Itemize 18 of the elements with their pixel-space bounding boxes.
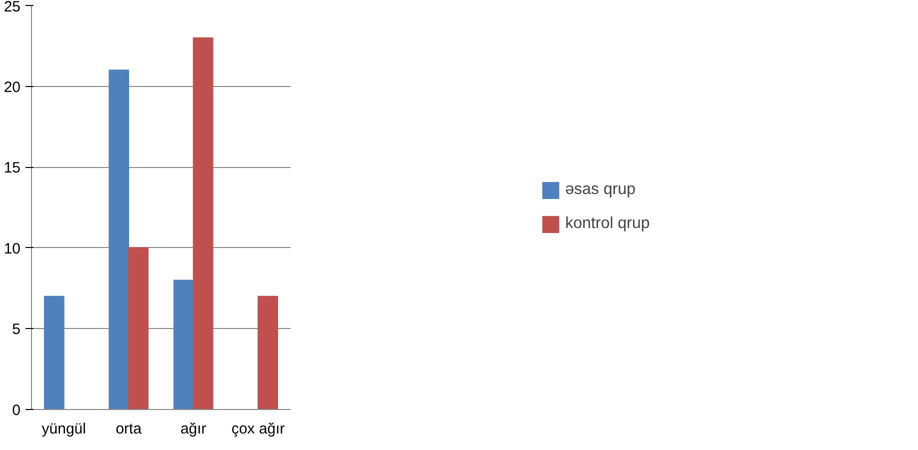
bar xyxy=(258,296,278,410)
legend-label: əsas qrup xyxy=(565,181,636,199)
y-tick-label: 0 xyxy=(12,402,20,419)
x-tick-label: yüngül xyxy=(42,420,86,438)
x-tick-label: orta xyxy=(116,420,142,438)
bar xyxy=(108,70,130,410)
bar xyxy=(192,37,214,410)
y-tick-label: 15 xyxy=(4,160,21,177)
legend-label: kontrol qrup xyxy=(565,215,650,233)
bar xyxy=(128,247,149,410)
x-tick-label: çox ağır xyxy=(231,420,285,438)
x-tick-label: ağır xyxy=(180,420,206,438)
y-tick-label: 5 xyxy=(12,321,20,338)
y-tick-label: 20 xyxy=(4,78,21,96)
y-tick-label: 10 xyxy=(4,240,21,258)
bar xyxy=(173,280,194,410)
y-tick-label: 25 xyxy=(4,0,21,16)
bar xyxy=(44,296,64,410)
